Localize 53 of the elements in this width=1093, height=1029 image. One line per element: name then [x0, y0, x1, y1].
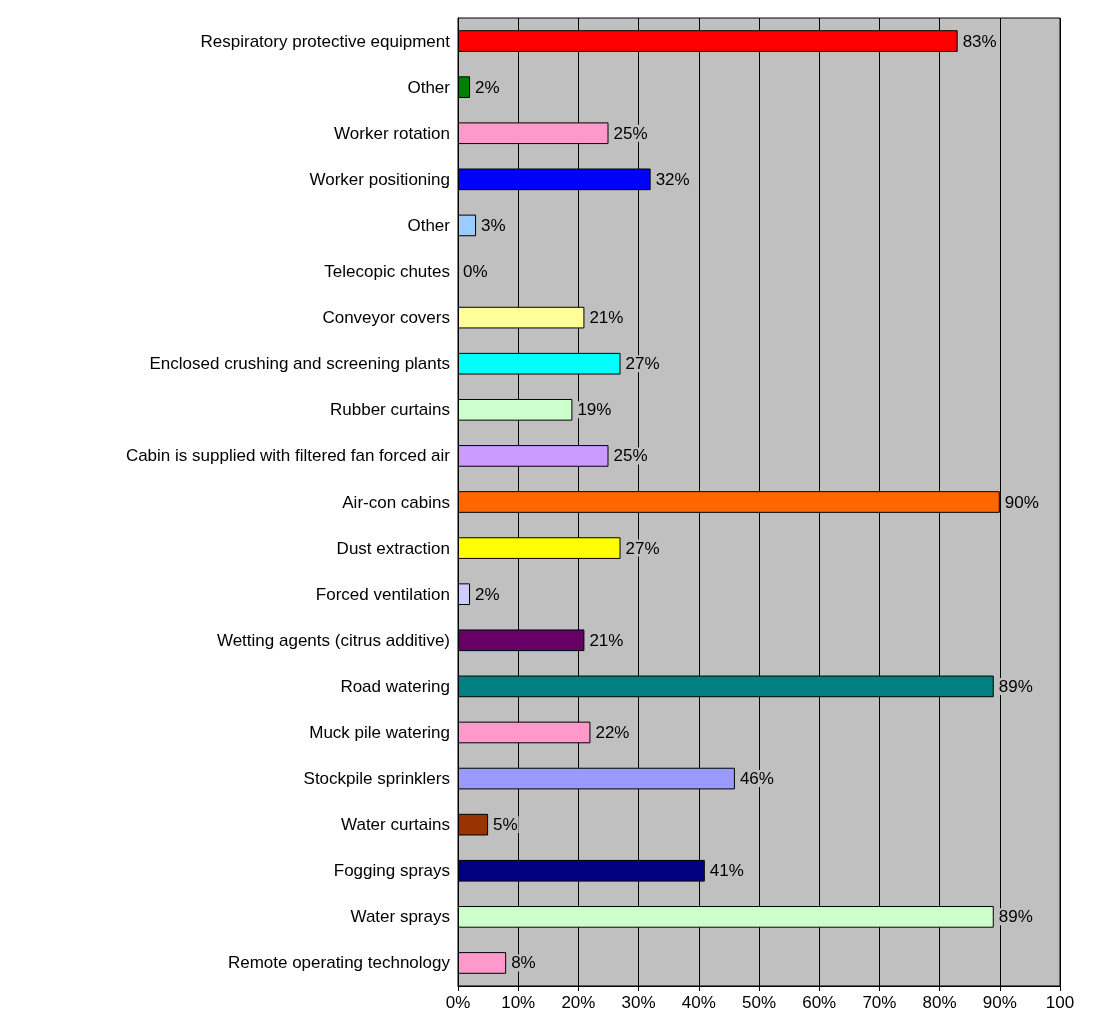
data-label: 22%: [595, 722, 630, 742]
y-tick-label: Road watering: [340, 676, 450, 696]
x-tick-label: 80%: [922, 993, 957, 1012]
y-tick-label: Respiratory protective equipment: [200, 31, 451, 51]
data-label: 83%: [962, 31, 997, 51]
data-label: 90%: [1004, 492, 1039, 512]
data-label: 3%: [481, 215, 506, 235]
y-tick-label: Stockpile sprinklers: [303, 769, 450, 789]
x-tick-label: 90%: [982, 993, 1017, 1012]
y-tick-label: Other: [407, 215, 451, 235]
x-tick-label: 10%: [501, 993, 536, 1012]
y-tick-label: Enclosed crushing and screening plants: [149, 354, 450, 374]
x-tick-label: 30%: [621, 993, 656, 1012]
y-tick-label: Wetting agents (citrus additive): [216, 630, 450, 650]
y-tick-label: Telecopic chutes: [324, 262, 450, 282]
data-label: 46%: [739, 769, 774, 789]
data-label: 5%: [493, 815, 518, 835]
data-label: 27%: [625, 354, 660, 374]
y-tick-label: Rubber curtains: [329, 400, 450, 420]
x-tick-label: 60%: [802, 993, 837, 1012]
y-tick-label: Other: [407, 77, 451, 97]
x-tick-label: 20%: [561, 993, 596, 1012]
y-tick-label: Remote operating technology: [227, 953, 451, 973]
y-tick-label: Conveyor covers: [322, 308, 450, 328]
y-tick-label: Worker rotation: [334, 123, 450, 143]
x-tick-label: 50%: [741, 993, 777, 1012]
data-label: 8%: [511, 953, 536, 973]
data-label: 2%: [475, 584, 500, 604]
x-tick-label: 70%: [862, 993, 897, 1012]
data-label: 21%: [589, 308, 624, 328]
y-tick-label: Air-con cabins: [342, 492, 450, 512]
data-label: 25%: [613, 446, 648, 466]
y-tick-label: Water curtains: [341, 815, 450, 835]
y-tick-label: Forced ventilation: [315, 584, 450, 604]
data-label: 25%: [613, 123, 648, 143]
x-tick-label: 100: [1045, 993, 1075, 1012]
y-tick-label: Fogging sprays: [333, 861, 450, 881]
y-tick-label: Muck pile watering: [309, 722, 450, 742]
data-label: 0%: [463, 262, 488, 282]
x-tick-label: 0%: [445, 993, 471, 1012]
data-label: 89%: [998, 907, 1033, 927]
data-label: 19%: [577, 400, 612, 420]
data-label: 21%: [589, 630, 624, 650]
data-label: 27%: [625, 538, 660, 558]
data-label: 2%: [475, 77, 500, 97]
y-tick-label: Worker positioning: [309, 169, 450, 189]
y-tick-label: Water sprays: [350, 907, 450, 927]
y-tick-label: Dust extraction: [336, 538, 450, 558]
x-tick-label: 40%: [681, 993, 716, 1012]
data-label: 41%: [709, 861, 744, 881]
data-label: 32%: [655, 169, 690, 189]
data-label: 89%: [998, 676, 1033, 696]
y-tick-label: Cabin is supplied with filtered fan forced air: [125, 446, 451, 466]
